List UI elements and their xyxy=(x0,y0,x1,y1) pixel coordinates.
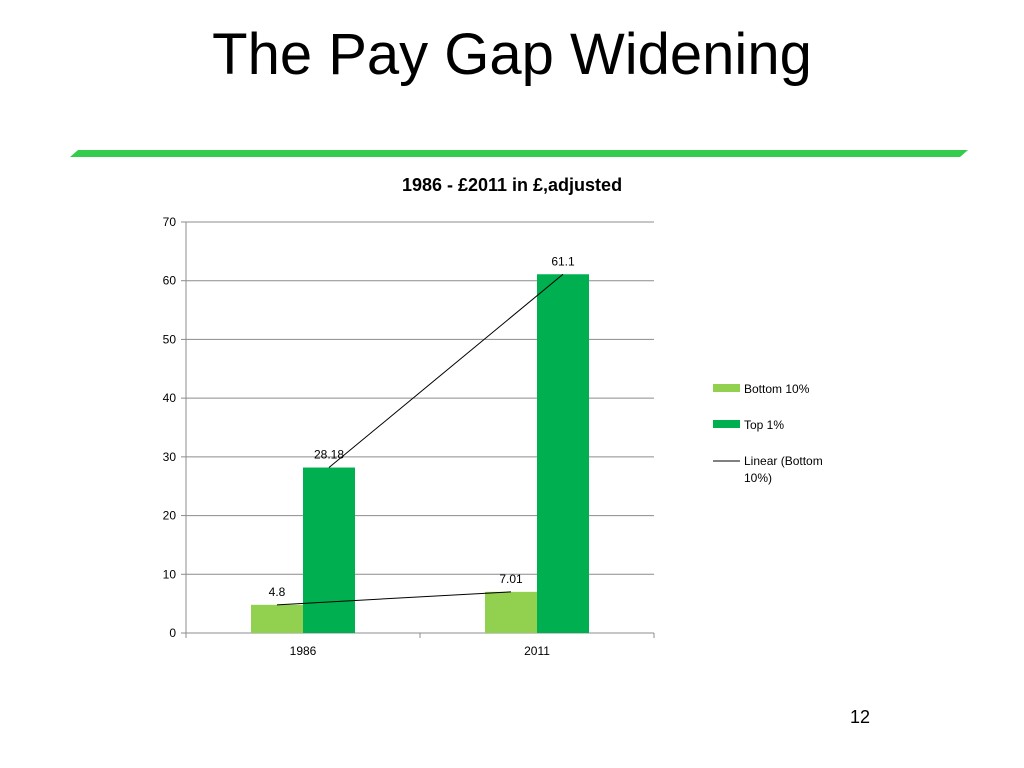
chart-title: 1986 - £2011 in £,adjusted xyxy=(402,175,622,195)
slide-number: 12 xyxy=(849,707,870,727)
y-tick-label: 10 xyxy=(163,567,177,581)
data-labels: 4.8 7.01 28.18 61.1 xyxy=(269,254,575,599)
trendlines xyxy=(276,273,564,606)
legend-label: Linear (Bottom 10%) xyxy=(744,454,823,485)
legend-label-line: Linear (Bottom xyxy=(744,454,823,468)
bar-bottom-10- xyxy=(485,591,537,633)
bar-bottom-10- xyxy=(251,604,303,633)
x-tick-label: 1986 xyxy=(290,644,317,658)
y-tick-label: 50 xyxy=(163,332,177,346)
data-label: 61.1 xyxy=(551,254,575,268)
y-tick-label: 20 xyxy=(163,509,177,523)
y-tick-label: 70 xyxy=(163,215,177,229)
legend-label-line: 10%) xyxy=(744,471,772,485)
data-label: 7.01 xyxy=(499,572,523,586)
x-tick-label: 2011 xyxy=(524,644,550,658)
y-tick-label: 30 xyxy=(163,450,177,464)
bar-top-1- xyxy=(303,467,355,633)
trendline xyxy=(276,591,512,606)
legend-swatch xyxy=(713,384,740,392)
legend-swatch xyxy=(713,420,740,428)
legend-label: Bottom 10% xyxy=(744,382,810,396)
data-label: 28.18 xyxy=(314,448,344,462)
bars xyxy=(251,274,589,633)
data-label: 4.8 xyxy=(269,585,286,599)
legend-label: Top 1% xyxy=(744,418,784,432)
y-tick-label: 60 xyxy=(163,274,177,288)
slide-title: The Pay Gap Widening xyxy=(212,22,812,87)
y-tick-label: 0 xyxy=(169,626,176,640)
y-tick-label: 40 xyxy=(163,391,177,405)
bar-top-1- xyxy=(537,274,589,633)
legend: Bottom 10% Top 1% Linear (Bottom 10%) xyxy=(713,382,823,485)
trendline xyxy=(328,273,564,468)
